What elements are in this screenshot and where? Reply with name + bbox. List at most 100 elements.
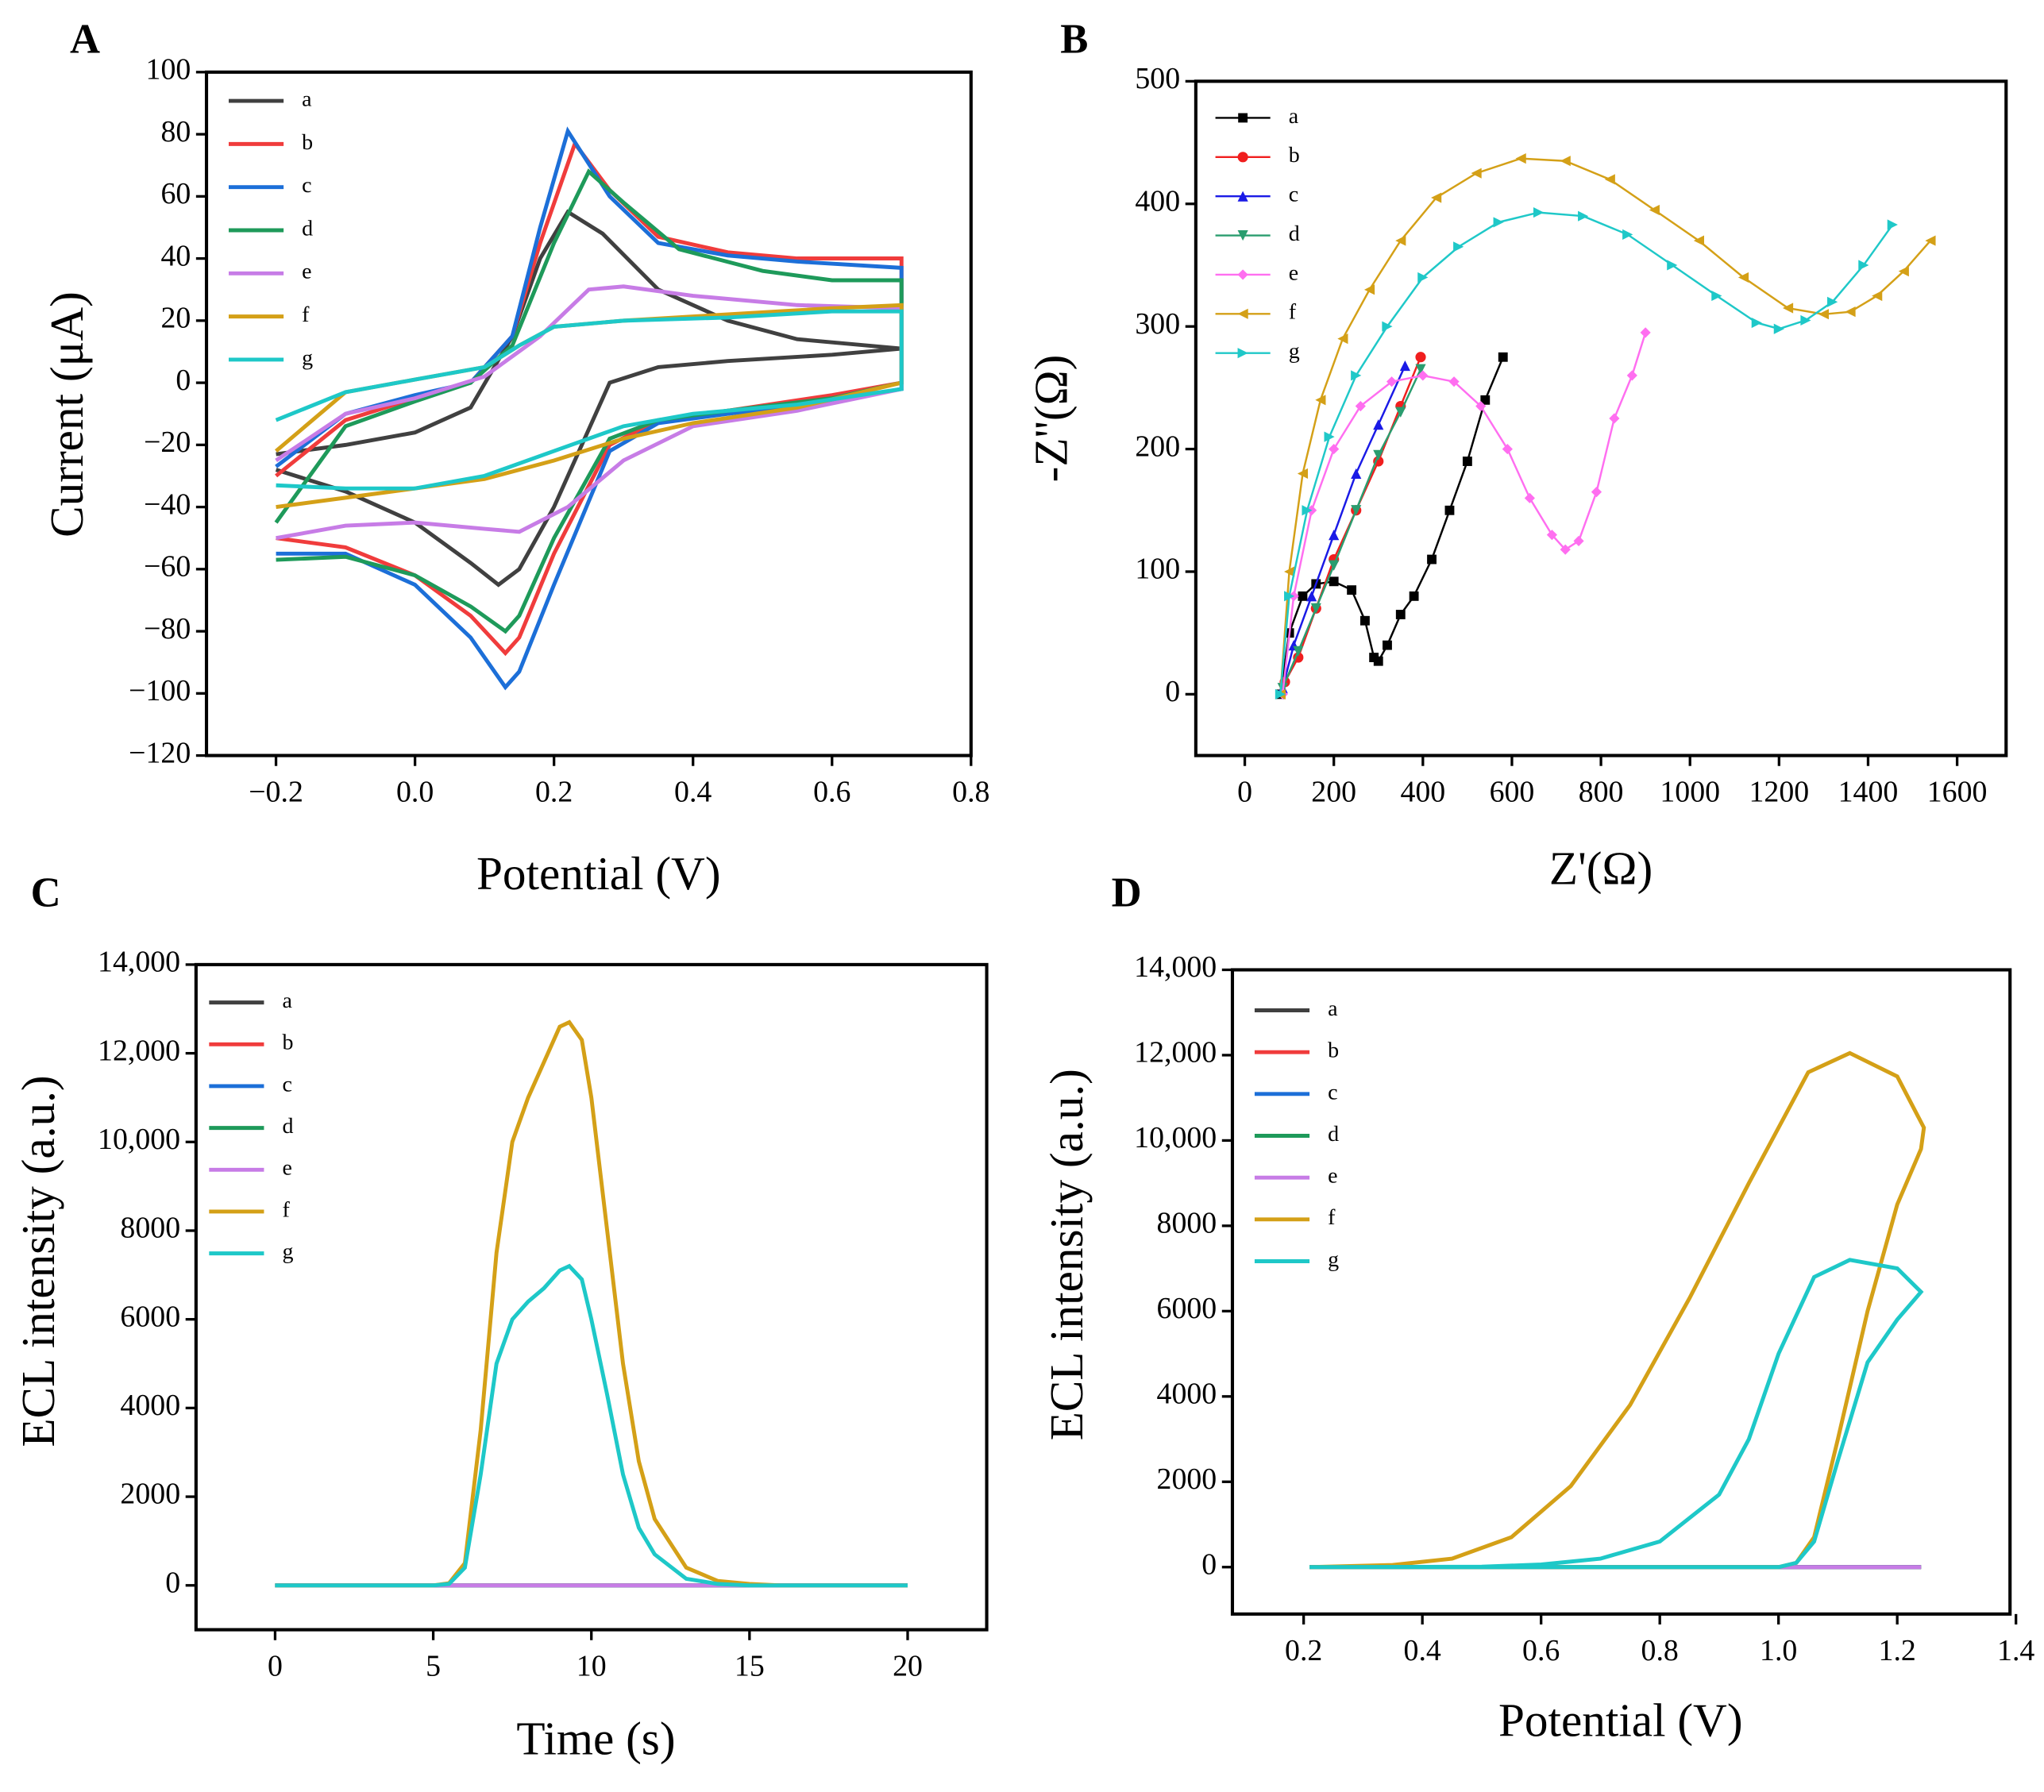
data-point [1872, 290, 1883, 302]
legend-label: g [1289, 339, 1300, 364]
y-tick-label: 0 [175, 364, 191, 397]
y-tick-label: 2000 [1157, 1463, 1217, 1496]
y-tick-label: 10,000 [1134, 1121, 1217, 1154]
data-point [1382, 321, 1393, 332]
y-tick-label: 14,000 [1134, 950, 1217, 984]
legend-label: g [1328, 1247, 1339, 1272]
data-point [1667, 260, 1678, 271]
plot-frame [1230, 968, 2012, 1616]
legend-label: d [1289, 222, 1300, 246]
data-point [1417, 370, 1429, 381]
legend-label: d [302, 216, 313, 241]
data-point [1310, 603, 1321, 614]
data-point [1898, 266, 1909, 277]
series-line [1309, 1050, 1926, 1570]
data-point [1427, 554, 1437, 565]
data-point [1351, 370, 1362, 381]
x-tick-label: −0.2 [249, 776, 303, 809]
x-tick-label: 1200 [1749, 776, 1809, 809]
data-point [1360, 615, 1370, 626]
data-point [1502, 443, 1513, 455]
series-line [1309, 1258, 1924, 1570]
legend-marker [1237, 348, 1248, 359]
data-point [1737, 272, 1749, 283]
y-tick-label: 200 [1135, 430, 1180, 463]
data-point [1337, 333, 1348, 345]
legend-label: g [282, 1239, 293, 1264]
data-point [1845, 306, 1856, 318]
legend-label: b [1328, 1039, 1339, 1063]
data-point [1444, 505, 1455, 515]
y-tick-label: 12,000 [1134, 1036, 1217, 1069]
legend-label: a [1289, 104, 1299, 129]
x-tick-label: 20 [893, 1650, 923, 1683]
legend-label: g [302, 345, 313, 370]
y-tick-label: 100 [1135, 553, 1180, 586]
panel-label: A [70, 17, 100, 63]
x-tick-label: 0 [1237, 776, 1252, 809]
y-tick-label: −60 [144, 550, 191, 584]
plot-frame [194, 962, 989, 1632]
data-point [1302, 505, 1313, 516]
x-axis-label: Z'(Ω) [1549, 842, 1653, 894]
data-point [1591, 487, 1602, 498]
data-point [1415, 352, 1426, 363]
y-tick-label: −40 [144, 488, 191, 521]
y-axis-label: ECL intensity (a.u.) [1040, 1069, 1093, 1440]
x-tick-label: 1.0 [1760, 1634, 1797, 1667]
x-tick-label: 1.2 [1879, 1634, 1916, 1667]
data-point [1609, 413, 1620, 424]
y-tick-label: 6000 [120, 1300, 180, 1333]
data-point [1751, 317, 1762, 329]
x-tick-label: 15 [735, 1650, 765, 1683]
data-point [1471, 168, 1482, 179]
x-tick-label: 10 [577, 1650, 607, 1683]
data-point [1306, 591, 1317, 602]
y-tick-label: 4000 [1157, 1378, 1217, 1411]
y-axis-label: ECL intensity (a.u.) [12, 1075, 64, 1447]
y-tick-label: 300 [1135, 307, 1180, 341]
y-tick-label: 2000 [120, 1478, 180, 1511]
x-tick-label: 600 [1490, 776, 1535, 809]
data-point [1493, 217, 1504, 228]
y-tick-label: 80 [160, 115, 191, 148]
data-point [1363, 284, 1375, 295]
plot-frame [1194, 79, 2008, 757]
y-axis-label: -Z''(Ω) [1024, 355, 1077, 483]
data-point [1329, 576, 1339, 587]
y-tick-label: 20 [160, 302, 191, 335]
y-tick-label: 10,000 [98, 1123, 180, 1156]
x-tick-label: 0.4 [674, 776, 712, 809]
x-tick-label: 0.8 [1641, 1634, 1679, 1667]
data-point [1417, 272, 1429, 283]
legend-marker [1237, 308, 1248, 319]
data-point [1711, 290, 1722, 302]
data-point [1395, 235, 1406, 246]
legend-marker [1237, 229, 1248, 241]
data-point [1498, 352, 1508, 362]
data-point [1395, 610, 1406, 619]
data-point [1604, 174, 1615, 185]
data-point [1373, 656, 1383, 666]
data-point [1573, 535, 1584, 546]
series-line [1281, 365, 1406, 688]
data-point [1453, 241, 1464, 252]
data-point [1275, 688, 1286, 699]
series-line [275, 309, 904, 491]
data-point [1355, 400, 1366, 412]
y-tick-label: 8000 [120, 1212, 180, 1245]
data-point [1284, 566, 1295, 577]
data-point [1524, 492, 1535, 503]
y-tick-label: −120 [129, 736, 191, 769]
data-point [1533, 206, 1545, 218]
x-tick-label: 0.2 [1285, 1634, 1322, 1667]
data-point [1293, 646, 1304, 657]
data-point [1297, 468, 1309, 480]
data-point [1800, 314, 1811, 326]
data-point [1887, 219, 1898, 230]
x-tick-label: 0.6 [1522, 1634, 1560, 1667]
x-tick-label: 200 [1311, 776, 1356, 809]
data-point [1431, 192, 1442, 203]
y-tick-label: 12,000 [98, 1034, 180, 1067]
